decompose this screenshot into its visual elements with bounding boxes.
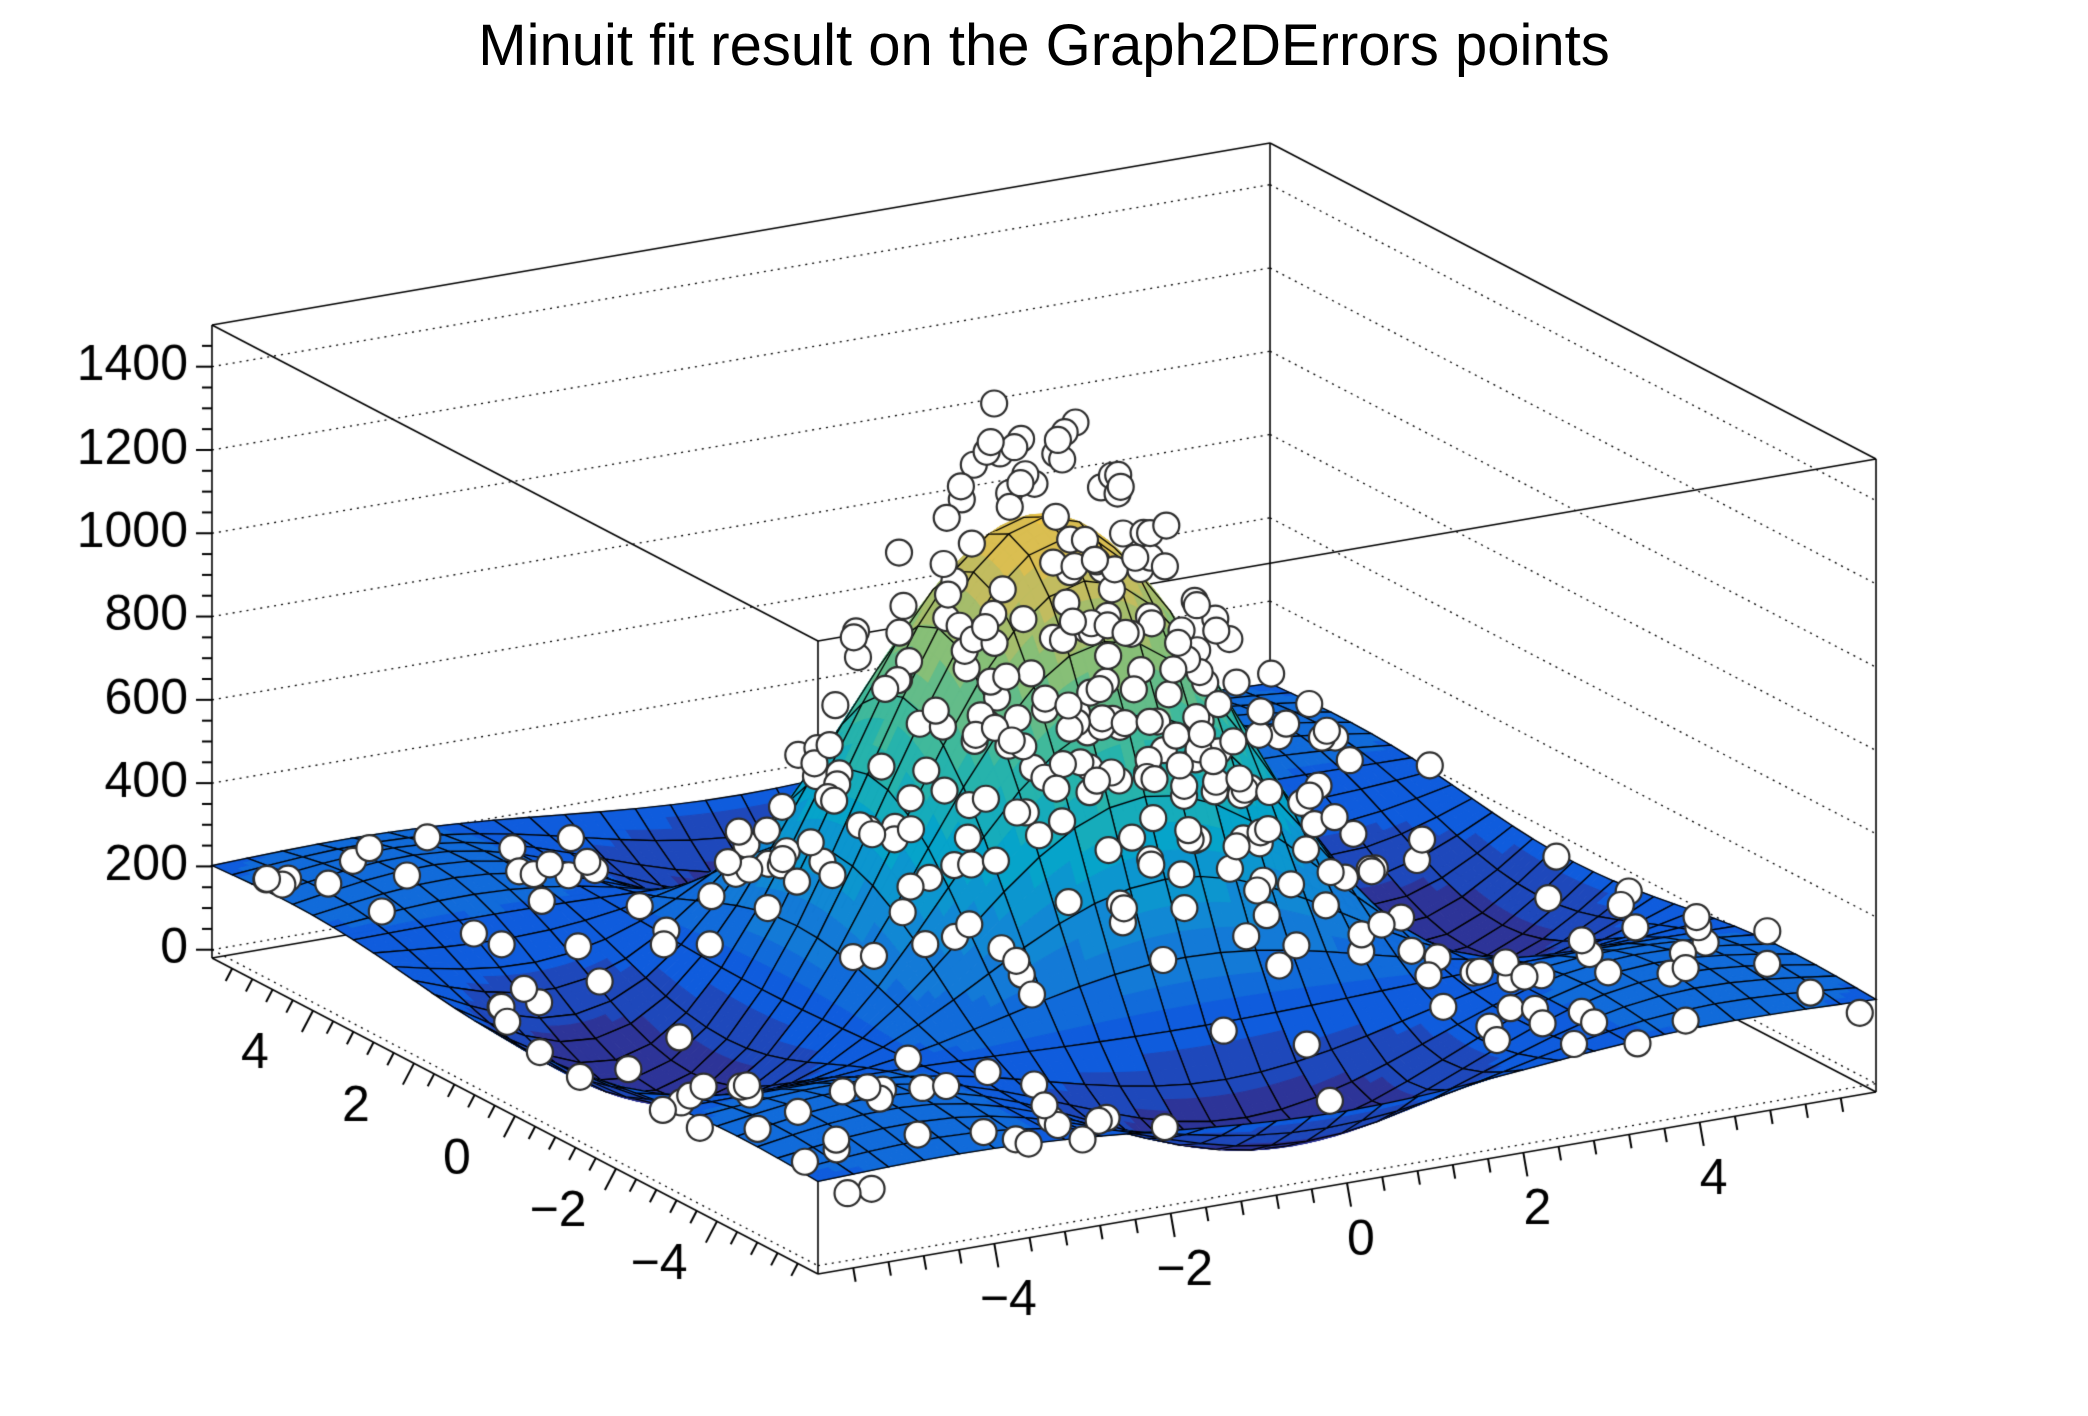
chart-title: Minuit fit result on the Graph2DErrors p…	[478, 13, 1610, 78]
